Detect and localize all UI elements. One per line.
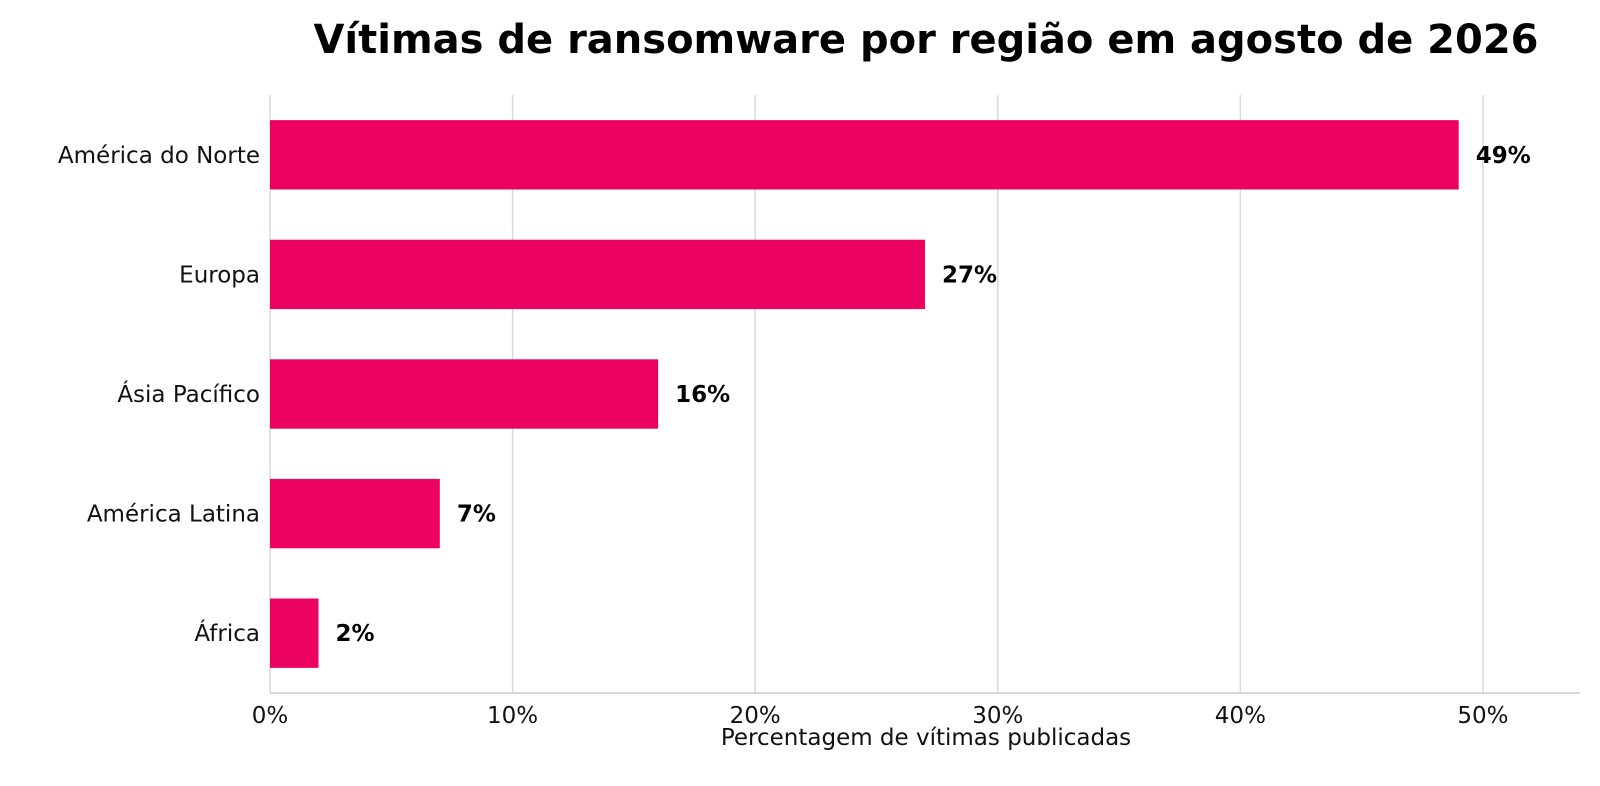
chart-title: Vítimas de ransomware por região em agos… [313,17,1538,63]
category-label: Europa [179,262,260,288]
x-tick-label: 50% [1457,703,1508,729]
category-label: África [194,619,260,647]
bar-value-label: 16% [675,382,730,408]
bar-value-label: 27% [942,262,997,288]
bar [270,120,1459,190]
labels: América do Norte 49% Europa 27% Ásia Pacífic… [58,143,1531,647]
category-label: América do Norte [58,143,260,169]
x-axis-title: Percentagem de vítimas publicadas [721,725,1131,751]
category-label: América Latina [87,502,260,528]
bar-value-label: 2% [336,621,375,647]
category-label: Ásia Pacífico [117,380,260,408]
bar [270,478,440,549]
x-tick-label: 10% [487,703,538,729]
x-tick-label: 40% [1215,703,1266,729]
bars [270,120,1459,668]
x-tick-label: 0% [252,703,289,729]
x-tick-label: 20% [730,703,781,729]
bar [270,239,925,310]
bar [270,598,319,668]
bar-value-label: 49% [1476,143,1531,169]
bar-value-label: 7% [457,502,496,528]
grid-lines [269,95,1484,693]
bar [270,359,659,429]
x-axis: 0% 10% 20% 30% 40% 50% [252,692,1580,729]
x-tick-label: 30% [972,703,1023,729]
